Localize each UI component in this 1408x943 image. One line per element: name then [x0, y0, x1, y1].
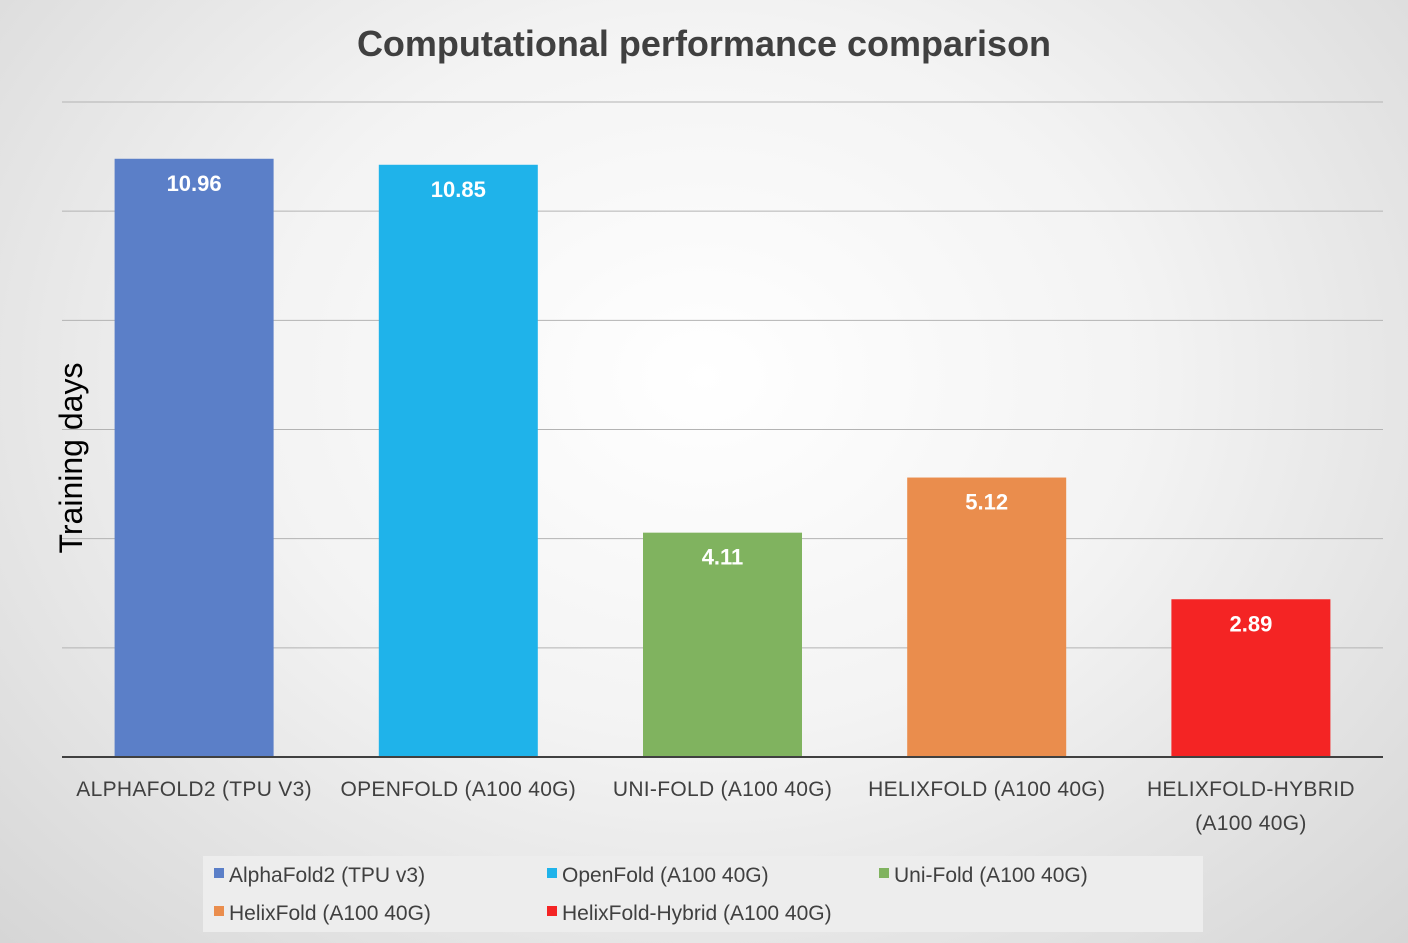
data-labels: 10.96 10.85 4.11 5.12 2.89 — [167, 171, 1273, 636]
legend-swatch — [214, 868, 224, 878]
x-tick-label: UNI-FOLD (A100 40G) — [613, 778, 832, 801]
bars — [114, 158, 1331, 758]
legend: AlphaFold2 (TPU v3) OpenFold (A100 40G) Un… — [203, 856, 1203, 932]
x-tick-label: HELIXFOLD-HYBRID — [1147, 778, 1355, 801]
bar — [378, 164, 538, 758]
legend-entry: HelixFold-Hybrid (A100 40G) — [562, 902, 832, 925]
legend-swatch — [879, 868, 889, 878]
data-label: 4.11 — [702, 545, 744, 570]
bar — [1171, 599, 1331, 757]
x-tick-labels: ALPHAFOLD2 (TPU V3) OPENFOLD (A100 40G) UN… — [76, 778, 1355, 835]
legend-entry: Uni-Fold (A100 40G) — [894, 864, 1088, 887]
x-tick-label: OPENFOLD (A100 40G) — [340, 778, 576, 801]
legend-entry: AlphaFold2 (TPU v3) — [229, 864, 425, 887]
legend-entry: HelixFold (A100 40G) — [229, 902, 431, 925]
y-axis-label: Training days — [53, 363, 89, 554]
bar — [643, 532, 802, 757]
bar — [907, 477, 1067, 757]
legend-swatch — [214, 906, 224, 916]
legend-swatch — [547, 868, 557, 878]
data-label: 5.12 — [965, 490, 1008, 515]
bar — [114, 158, 274, 757]
gridlines — [62, 101, 1383, 649]
data-label: 2.89 — [1229, 611, 1272, 636]
x-tick-label: ALPHAFOLD2 (TPU V3) — [76, 778, 312, 801]
data-label: 10.85 — [431, 177, 486, 202]
x-tick-label: (A100 40G) — [1195, 812, 1307, 835]
legend-swatch — [547, 906, 557, 916]
legend-box — [203, 856, 1203, 932]
data-label: 10.96 — [167, 171, 222, 196]
legend-entry: OpenFold (A100 40G) — [562, 864, 769, 887]
x-tick-label: HELIXFOLD (A100 40G) — [868, 778, 1105, 801]
chart-title: Computational performance comparison — [357, 23, 1051, 64]
